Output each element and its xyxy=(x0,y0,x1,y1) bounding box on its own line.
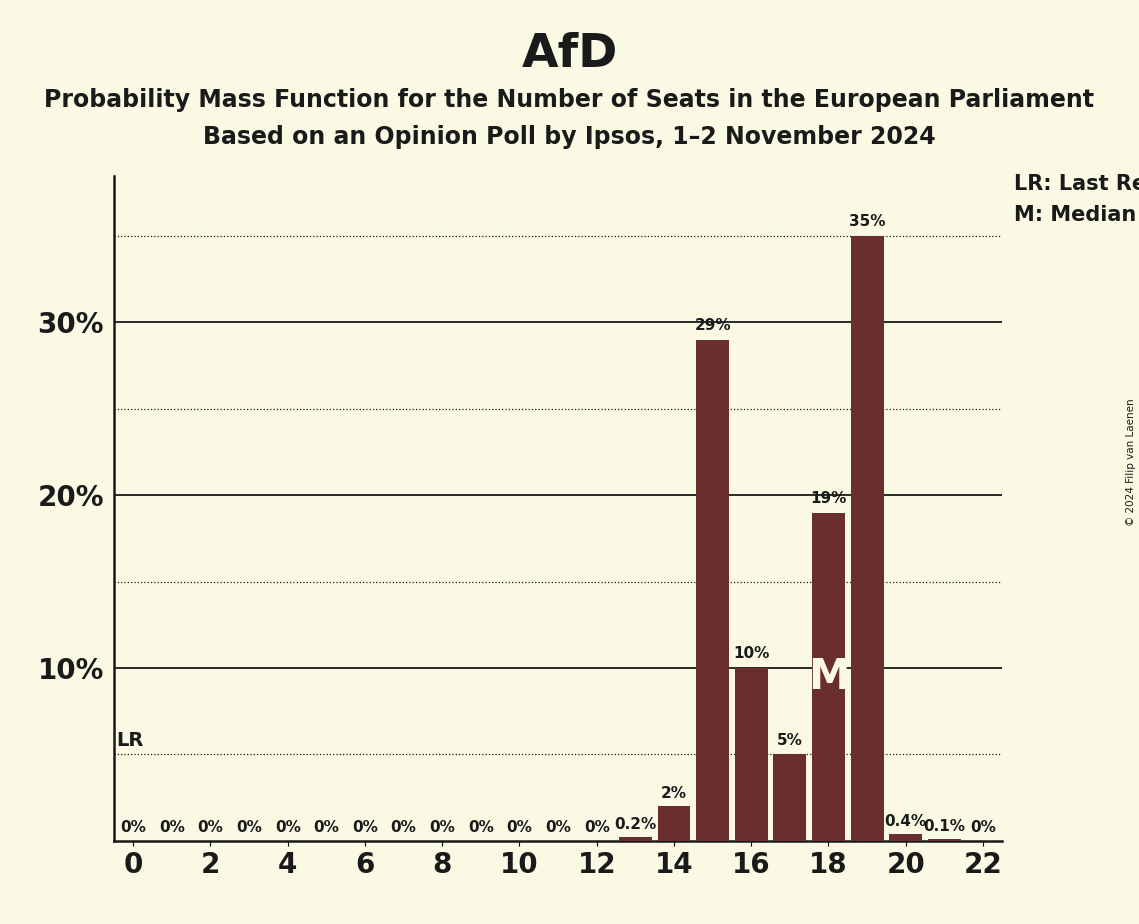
Bar xyxy=(851,236,884,841)
Text: 0%: 0% xyxy=(391,820,417,834)
Bar xyxy=(735,668,768,841)
Text: 2%: 2% xyxy=(661,786,687,801)
Text: 0%: 0% xyxy=(429,820,456,834)
Text: 0.1%: 0.1% xyxy=(924,819,966,834)
Text: 0%: 0% xyxy=(159,820,185,834)
Bar xyxy=(812,513,845,841)
Text: 0%: 0% xyxy=(197,820,223,834)
Text: M: Median: M: Median xyxy=(1014,205,1136,225)
Text: 0%: 0% xyxy=(121,820,146,834)
Text: AfD: AfD xyxy=(522,32,617,78)
Text: 0%: 0% xyxy=(352,820,378,834)
Text: 29%: 29% xyxy=(695,318,731,333)
Text: M: M xyxy=(808,656,850,698)
Text: LR: LR xyxy=(116,731,144,750)
Text: 5%: 5% xyxy=(777,733,803,748)
Bar xyxy=(773,754,806,841)
Text: 0%: 0% xyxy=(584,820,609,834)
Text: 0%: 0% xyxy=(546,820,571,834)
Bar xyxy=(696,340,729,841)
Text: 10%: 10% xyxy=(734,646,770,662)
Text: 0%: 0% xyxy=(236,820,262,834)
Text: 0%: 0% xyxy=(970,820,995,834)
Text: Based on an Opinion Poll by Ipsos, 1–2 November 2024: Based on an Opinion Poll by Ipsos, 1–2 N… xyxy=(203,125,936,149)
Bar xyxy=(928,839,961,841)
Bar xyxy=(657,807,690,841)
Text: 0%: 0% xyxy=(507,820,532,834)
Text: 0.4%: 0.4% xyxy=(885,814,927,829)
Text: 0%: 0% xyxy=(313,820,339,834)
Text: 0%: 0% xyxy=(274,820,301,834)
Text: 0.2%: 0.2% xyxy=(614,817,656,833)
Text: 19%: 19% xyxy=(810,491,846,505)
Text: 0%: 0% xyxy=(468,820,494,834)
Bar xyxy=(618,837,652,841)
Text: 35%: 35% xyxy=(849,214,885,229)
Text: © 2024 Filip van Laenen: © 2024 Filip van Laenen xyxy=(1126,398,1136,526)
Bar xyxy=(890,834,923,841)
Text: LR: Last Result: LR: Last Result xyxy=(1014,174,1139,194)
Text: Probability Mass Function for the Number of Seats in the European Parliament: Probability Mass Function for the Number… xyxy=(44,88,1095,112)
